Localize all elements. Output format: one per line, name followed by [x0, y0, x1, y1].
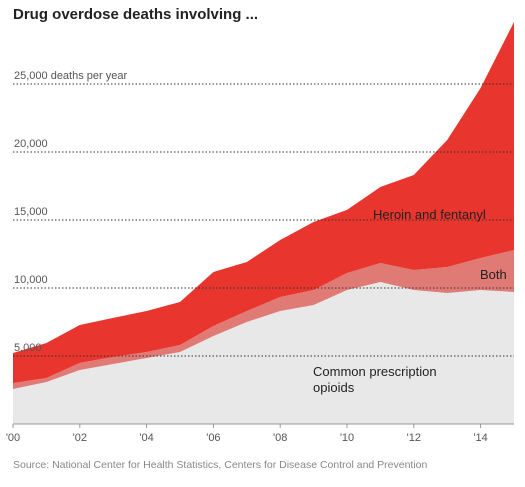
x-tick-label: '04 [139, 432, 153, 444]
y-tick-label: 10,000 [14, 274, 48, 286]
x-tick-label: '02 [73, 432, 87, 444]
area [13, 21, 514, 384]
x-tick-label: '14 [473, 432, 487, 444]
series-label: Heroin and fentanyl [373, 207, 486, 222]
y-tick-label: 15,000 [14, 206, 48, 218]
series-label: Common prescription opioids [313, 364, 437, 395]
source: Source: National Center for Health Stati… [13, 459, 428, 471]
y-tick-label: 5,000 [14, 342, 42, 354]
x-tick-label: '06 [206, 432, 220, 444]
area [13, 282, 514, 424]
y-tick-label: 20,000 [14, 138, 48, 150]
y-tick-label: 25,000 deaths per year [14, 70, 127, 82]
x-tick-label: '10 [340, 432, 354, 444]
x-tick-label: '00 [6, 432, 20, 444]
chart-title: Drug overdose deaths involving ... [13, 6, 258, 23]
x-tick-label: '08 [273, 432, 287, 444]
series-label: Both [480, 267, 507, 282]
area [13, 250, 514, 390]
x-tick-label: '12 [407, 432, 421, 444]
